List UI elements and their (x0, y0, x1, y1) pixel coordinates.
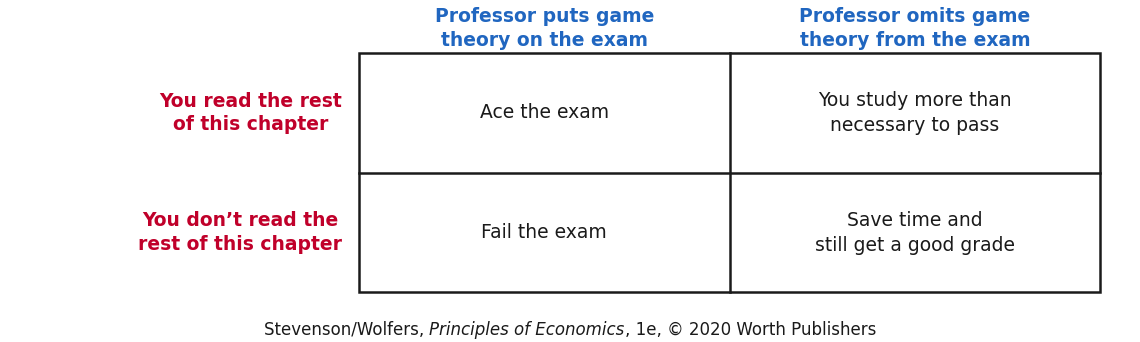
Text: Professor omits game
theory from the exam: Professor omits game theory from the exa… (799, 7, 1031, 50)
Text: You don’t read the
rest of this chapter: You don’t read the rest of this chapter (138, 211, 342, 254)
Text: You read the rest
of this chapter: You read the rest of this chapter (160, 92, 342, 134)
Text: Professor puts game
theory on the exam: Professor puts game theory on the exam (434, 7, 654, 50)
Text: Ace the exam: Ace the exam (480, 103, 609, 122)
Bar (359, 53, 1100, 292)
Text: Principles of Economics: Principles of Economics (430, 321, 625, 339)
Text: , 1e, © 2020 Worth Publishers: , 1e, © 2020 Worth Publishers (625, 321, 876, 339)
Text: You study more than
necessary to pass: You study more than necessary to pass (819, 91, 1011, 135)
Text: Fail the exam: Fail the exam (481, 223, 608, 242)
Text: Save time and
still get a good grade: Save time and still get a good grade (815, 211, 1015, 254)
Text: Stevenson/Wolfers,: Stevenson/Wolfers, (264, 321, 430, 339)
